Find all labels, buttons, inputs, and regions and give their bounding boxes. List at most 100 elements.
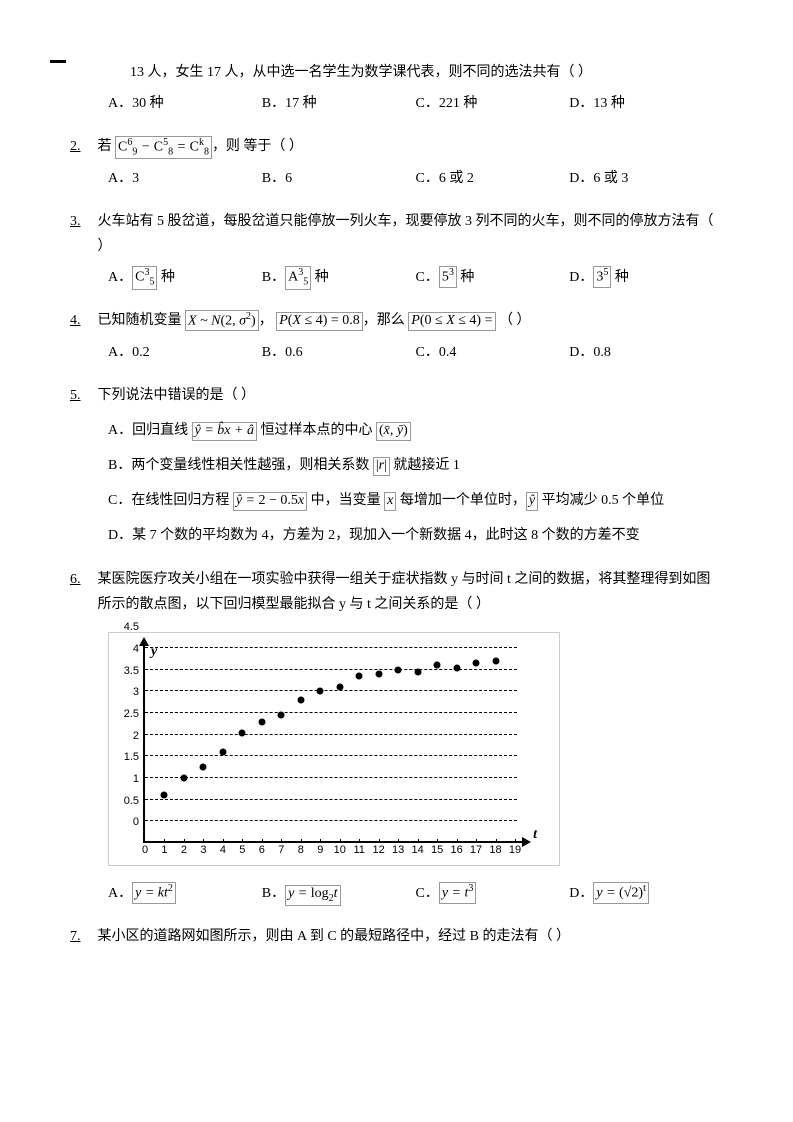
- y-tick-label: 1.5: [117, 748, 139, 768]
- x-tick-mark: [301, 839, 302, 843]
- x-tick-label: 8: [298, 841, 304, 861]
- q1-opt-c: C．221 种: [416, 91, 570, 116]
- chart-area: y t 00.511.522.533.544.50123456789101112…: [117, 641, 527, 861]
- q6-opt-d: D．y = (√2)t: [569, 881, 723, 906]
- q5-fa2: (x̄, ȳ): [376, 422, 411, 441]
- gridline: [145, 820, 517, 821]
- scatter-point: [395, 666, 402, 673]
- x-axis-label: t: [533, 822, 537, 847]
- scatter-point: [434, 662, 441, 669]
- q5-fb: |r|: [373, 457, 390, 476]
- scatter-point: [473, 660, 480, 667]
- q3-formula-d: 35: [593, 266, 611, 287]
- q1-opt-b: B．17 种: [262, 91, 416, 116]
- x-tick-mark: [223, 839, 224, 843]
- scatter-point: [336, 684, 343, 691]
- q1-options: A．30 种 B．17 种 C．221 种 D．13 种: [70, 91, 723, 116]
- gridline: [145, 734, 517, 735]
- scatter-point: [239, 729, 246, 736]
- question-6: 6. 某医院医疗攻关小组在一项实验中获得一组关于症状指数 y 与时间 t 之间的…: [70, 567, 723, 907]
- y-axis-arrow: [139, 637, 149, 646]
- q3-formula-a: C35: [132, 266, 157, 289]
- x-tick-mark: [184, 839, 185, 843]
- x-tick-mark: [281, 839, 282, 843]
- question-2: 2. 若 C69 − C58 = Ck8，则 等于（ ） A．3 B．6 C．6…: [70, 134, 723, 190]
- q1-opt-d: D．13 种: [569, 91, 723, 116]
- q6-opt-c: C．y = t3: [416, 881, 570, 906]
- q2-opt-c: C．6 或 2: [416, 166, 570, 191]
- q4-stem: 已知随机变量 X ~ N(2, σ2)， P(X ≤ 4) = 0.8，那么 P…: [98, 308, 718, 333]
- scatter-point: [492, 658, 499, 665]
- x-tick-label: 7: [278, 841, 284, 861]
- q4-f3: P(0 ≤ X ≤ 4) =: [408, 312, 495, 331]
- x-tick-mark: [164, 839, 165, 843]
- scatter-chart: y t 00.511.522.533.544.50123456789101112…: [108, 632, 560, 866]
- q6-opt-a: A．y = kt2: [108, 881, 262, 906]
- scatter-point: [297, 697, 304, 704]
- x-tick-mark: [320, 839, 321, 843]
- gridline: [145, 799, 517, 800]
- y-tick-label: 2: [117, 727, 139, 747]
- q6-number: 6.: [70, 567, 94, 592]
- q6-fa: y = kt2: [132, 882, 176, 903]
- x-tick-mark: [340, 839, 341, 843]
- q2-opt-a: A．3: [108, 166, 262, 191]
- q3-opt-b: B．A35 种: [262, 265, 416, 290]
- question-5: 5. 下列说法中错误的是（ ） A．回归直线 ŷ = b̂x + â 恒过样本点…: [70, 383, 723, 549]
- q7-number: 7.: [70, 924, 94, 949]
- question-3: 3. 火车站有 5 股岔道，每股岔道只能停放一列火车，现要停放 3 列不同的火车…: [70, 209, 723, 291]
- y-axis: [143, 641, 145, 843]
- q4-number: 4.: [70, 308, 94, 333]
- q5-fc3: ŷ: [526, 492, 538, 511]
- x-tick-label: 16: [450, 841, 462, 861]
- x-axis-arrow: [522, 837, 531, 847]
- y-tick-label: 1: [117, 770, 139, 790]
- q4-opt-d: D．0.8: [569, 340, 723, 365]
- scatter-point: [219, 749, 226, 756]
- q2-opt-d: D．6 或 3: [569, 166, 723, 191]
- y-tick-label: 2.5: [117, 705, 139, 725]
- q2-stem-post: ，则 等于（ ）: [212, 139, 303, 154]
- q7-stem: 某小区的道路网如图所示，则由 A 到 C 的最短路径中，经过 B 的走法有（ ）: [98, 924, 718, 949]
- q5-fa1: ŷ = b̂x + â: [192, 422, 257, 441]
- scatter-point: [375, 671, 382, 678]
- q3-opt-c: C．53 种: [416, 265, 570, 290]
- x-tick-label: 19: [509, 841, 521, 861]
- x-tick-label: 2: [181, 841, 187, 861]
- q6-fc: y = t3: [439, 882, 477, 903]
- x-tick-mark: [359, 839, 360, 843]
- q5-opt-b: B．两个变量线性相关性越强，则相关系数 |r| 就越接近 1: [70, 453, 723, 478]
- q5-fc2: x: [384, 492, 396, 511]
- y-tick-label: 0.5: [117, 792, 139, 812]
- x-tick-mark: [203, 839, 204, 843]
- q2-number: 2.: [70, 134, 94, 159]
- x-tick-label: 11: [353, 841, 364, 861]
- q3-formula-c: 53: [439, 266, 457, 287]
- x-tick-label: 5: [239, 841, 245, 861]
- x-tick-mark: [379, 839, 380, 843]
- q2-stem-pre: 若: [98, 139, 116, 154]
- q4-opt-a: A．0.2: [108, 340, 262, 365]
- gridline: [145, 669, 517, 670]
- scatter-point: [356, 673, 363, 680]
- scatter-point: [453, 664, 460, 671]
- gridline: [145, 777, 517, 778]
- gridline: [145, 712, 517, 713]
- x-tick-label: 10: [334, 841, 346, 861]
- q4-f2: P(X ≤ 4) = 0.8: [276, 312, 363, 331]
- question-7: 7. 某小区的道路网如图所示，则由 A 到 C 的最短路径中，经过 B 的走法有…: [70, 924, 723, 949]
- q3-opt-a: A．C35 种: [108, 265, 262, 290]
- q2-opt-b: B．6: [262, 166, 416, 191]
- q5-stem: 下列说法中错误的是（ ）: [98, 383, 718, 408]
- q2-stem: 若 C69 − C58 = Ck8，则 等于（ ）: [98, 134, 718, 159]
- x-tick-mark: [457, 839, 458, 843]
- y-tick-label: 3.5: [117, 662, 139, 682]
- scatter-point: [258, 718, 265, 725]
- q4-opt-c: C．0.4: [416, 340, 570, 365]
- q5-opt-c: C．在线性回归方程 ŷ = 2 − 0.5x 中，当变量 x 每增加一个单位时，…: [70, 488, 723, 513]
- x-tick-mark: [476, 839, 477, 843]
- q4-options: A．0.2 B．0.6 C．0.4 D．0.8: [70, 340, 723, 365]
- x-tick-label: 0: [142, 841, 148, 861]
- y-tick-label: 4.5: [117, 618, 139, 638]
- scatter-point: [180, 775, 187, 782]
